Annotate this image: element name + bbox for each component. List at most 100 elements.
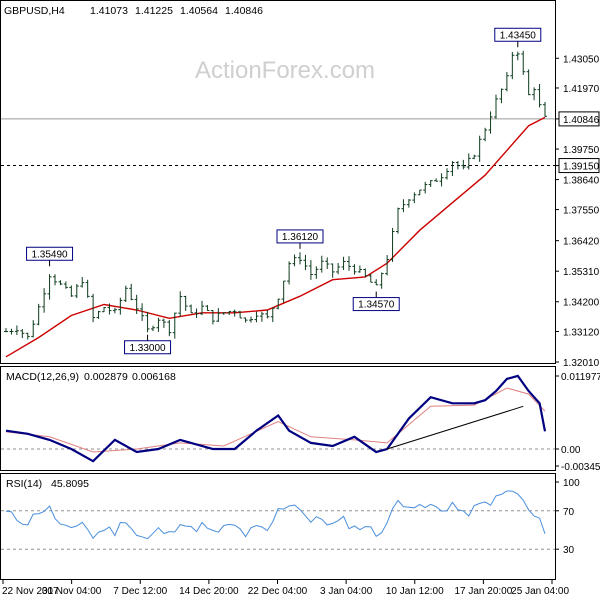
price-bar [466,153,471,170]
price-bar [483,127,488,142]
price-bar [9,328,14,335]
price-bar [368,273,373,283]
price-bar [243,317,248,323]
macd-trendline [386,405,524,450]
rsi-axis-label: 70 [563,507,575,518]
price-bar [292,254,297,267]
price-bar [216,308,221,323]
price-bar [439,173,444,187]
price-header-high: 1.41225 [135,5,173,17]
price-bar [336,263,341,275]
price-bar [80,277,85,288]
rsi-axis-label: 100 [563,478,580,489]
price-axis-label: 1.38640 [563,176,600,187]
annotation-box [276,229,324,244]
price-bar [161,318,166,328]
price-bar [363,268,368,277]
price-bar [526,69,531,96]
price-bar [69,285,74,297]
price-bar [341,256,346,271]
rsi-layer [1,490,555,550]
price-bar [434,178,439,182]
annotation-label: 1.33000 [129,343,166,354]
price-axis-label: 1.35310 [563,267,600,278]
price-bar [276,298,281,310]
price-bar [14,325,19,336]
price-bar [265,309,270,319]
price-bar [423,181,428,194]
macd-header-title: MACD(12,26,9) [6,371,79,383]
time-axis-label: 22 Nov 2017 [2,586,59,597]
price-bar [200,300,204,316]
price-bar [134,294,139,315]
price-bar [25,332,30,340]
price-bar [488,111,493,134]
price-bar [53,274,57,286]
current-price-tag [558,111,600,127]
price-bar [510,51,515,80]
rsi-axis-label: 30 [563,545,575,556]
price-axis-label: 1.37550 [563,206,600,217]
price-bar [167,319,172,337]
price-bar [543,101,547,117]
price-bar [74,283,79,299]
price-bar [85,279,90,298]
price-bar [96,310,101,319]
price-bar [499,88,504,104]
price-bar [194,308,199,318]
price-bar [20,329,25,339]
time-axis-label: 10 Jan 12:00 [386,586,444,597]
price-bar [178,291,183,317]
price-bar [347,256,351,271]
price-bar [189,304,194,314]
price-bar [102,307,106,313]
price-bar [298,252,302,265]
price-bar [210,309,215,325]
price-bar [129,283,134,301]
macd-axis-label: 0.011977 [561,372,600,383]
price-bar [515,51,520,61]
price-bar [455,161,460,170]
macd-axis-label: -0.003453 [561,462,600,473]
moving-average-layer [5,116,546,358]
price-header-open: 1.41073 [90,5,128,17]
price-bar [450,161,455,176]
price-bar [42,288,47,313]
price-axis-label: 1.40846 [563,115,600,126]
price-bar [232,309,237,317]
price-bar [406,199,411,208]
macd-panel-frame [0,366,556,471]
price-annotations: 1.35490 1.33000 1.36120 1.34570 1.43450 [26,27,542,355]
price-bar [537,84,542,108]
price-bar [504,72,509,92]
price-bar [494,94,498,119]
macd-header-value-2: 0.006168 [132,371,176,383]
price-axis-label: 1.39150 [563,162,600,173]
price-axis-label: 1.41970 [563,84,600,95]
price-bar [374,279,379,286]
price-bar [238,310,243,319]
time-axis-label: 25 Jan 04:00 [511,586,569,597]
annotation-label: 1.35490 [31,249,68,260]
rsi-axis: 100 70 30 [555,478,580,556]
annotation-label: 1.43450 [500,30,537,41]
macd-line [5,374,547,463]
price-bar [4,328,8,333]
macd-axis: 0.011977 0.00 -0.003453 [555,372,600,473]
price-bar [270,307,275,323]
price-bar [281,280,286,303]
macd-header-value-1: 0.002879 [84,371,128,383]
price-bar [107,303,112,315]
price-bar [357,265,362,273]
price-reference-lines [1,118,555,167]
price-annotation: 1.33000 [124,334,172,355]
price-bar [151,325,155,332]
price-bar [445,168,449,180]
annotation-label: 1.36120 [282,232,319,243]
time-axis-label: 30 Nov 04:00 [42,586,102,597]
time-axis-label: 3 Jan 04:00 [320,586,373,597]
price-bar [172,312,177,339]
